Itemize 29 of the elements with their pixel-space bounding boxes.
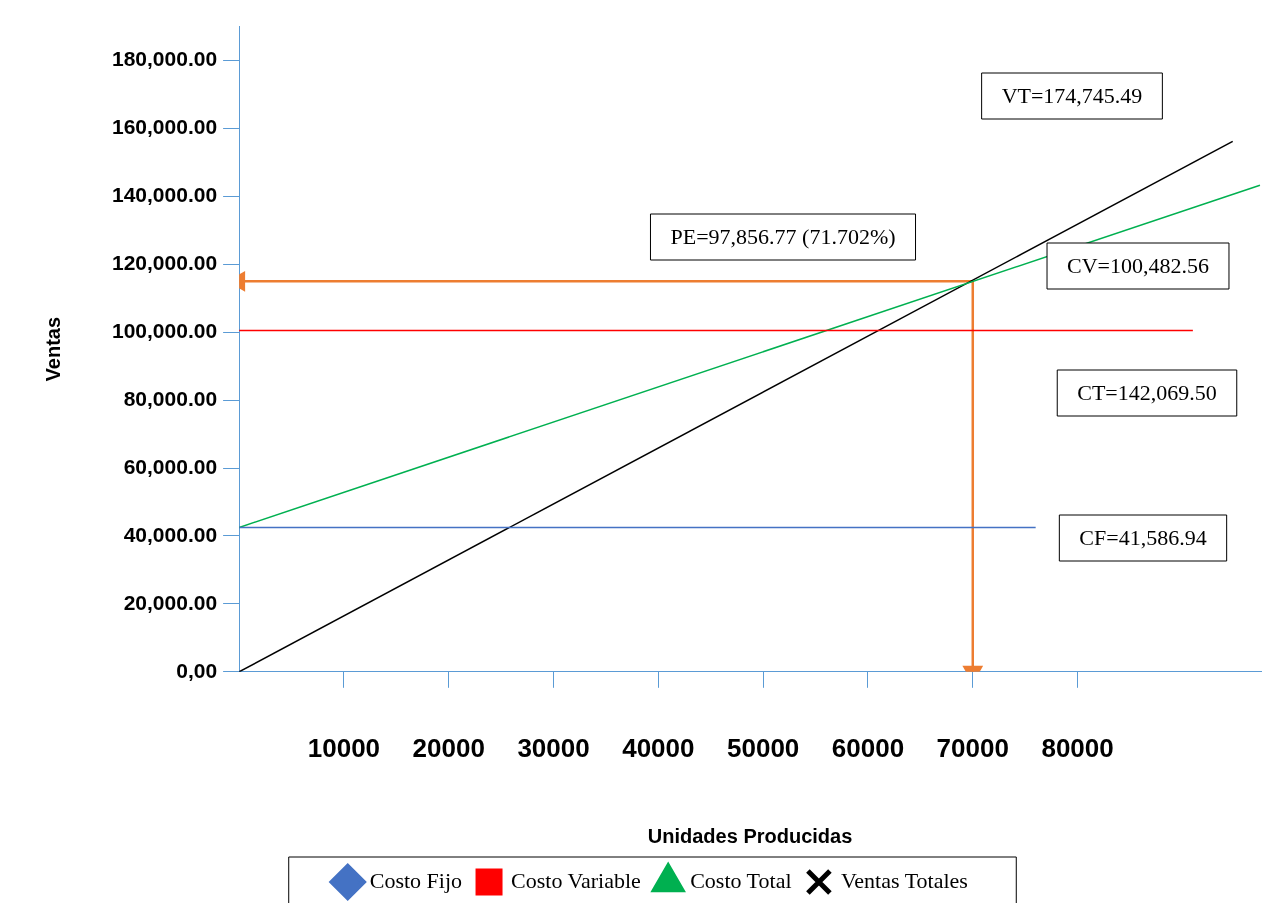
annotation: CF=41,586.94 [1079,524,1207,550]
x-tick-label: 20000 [412,732,485,763]
x-tick-label: 50000 [727,732,800,763]
x-tick-label: 10000 [307,732,381,763]
annotation: CV=100,482.56 [1067,252,1209,278]
annotation: VT=174,745.49 [1001,82,1143,108]
y-tick-label: 180,000.00 [111,47,218,71]
y-tick-label: 40,000.00 [123,522,218,546]
x-tick-label: 40000 [622,732,695,763]
legend-label: Costo Variable [511,867,641,893]
legend-label: Costo Total [690,867,792,893]
legend-label: Costo Fijo [369,867,463,893]
y-tick-label: 160,000.00 [111,115,218,139]
y-tick-label: 120,000.00 [111,251,218,275]
x-tick-label: 80000 [1041,732,1114,763]
x-axis-title: Unidades Producidas [647,824,853,847]
x-tick-label: 30000 [517,732,590,763]
y-tick-label: 100,000.00 [111,319,218,343]
y-tick-label: 60,000.00 [123,454,218,478]
y-axis-title: Ventas [41,316,64,382]
annotation: CT=142,069.50 [1077,379,1217,405]
y-tick-label: 140,000.00 [111,183,218,207]
legend-label: Ventas Totales [840,867,968,893]
annotation: PE=97,856.77 (71.702%) [670,223,896,249]
x-tick-label: 70000 [936,732,1009,763]
y-tick-label: 0,00 [176,658,218,682]
y-tick-label: 80,000.00 [123,386,218,410]
x-tick-label: 60000 [831,732,905,763]
y-tick-label: 20,000.00 [123,590,218,614]
